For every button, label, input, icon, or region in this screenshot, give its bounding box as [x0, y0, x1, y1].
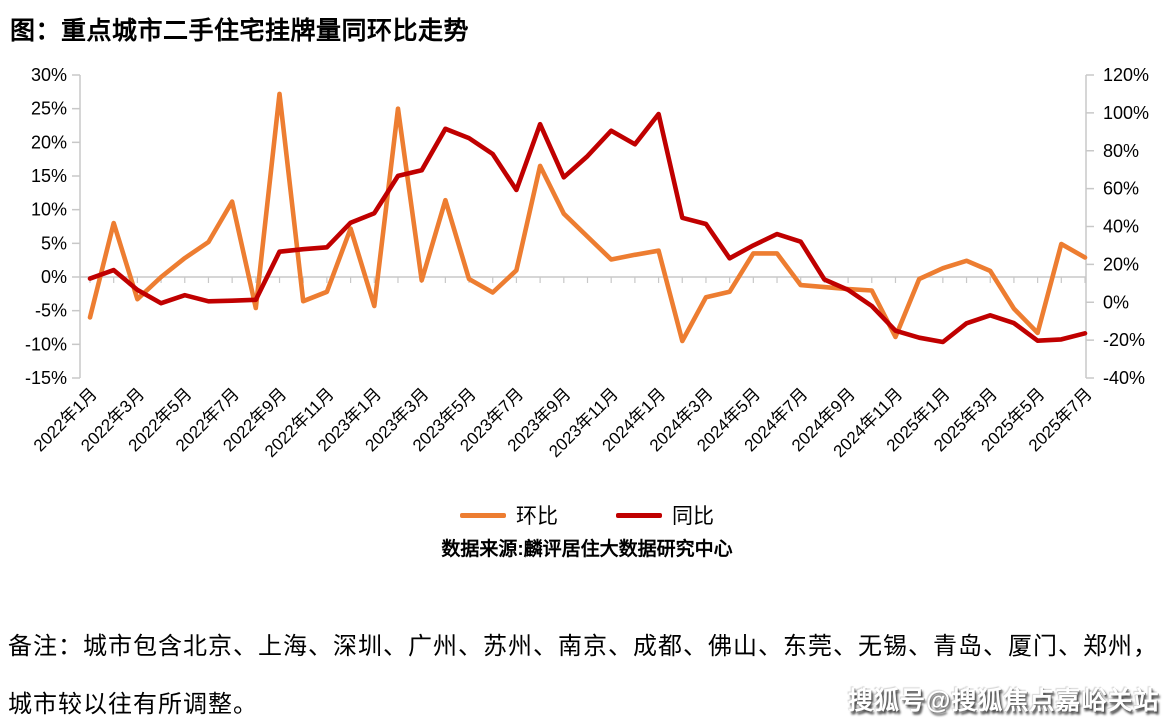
left-axis-tick-label: -15%: [25, 368, 67, 388]
right-axis-tick-label: 120%: [1103, 65, 1149, 85]
left-axis-tick-label: 15%: [31, 166, 67, 186]
left-axis-tick-label: -5%: [35, 301, 67, 321]
right-axis-tick-label: 20%: [1103, 254, 1139, 274]
footnote-line-2: 城市较以往有所调整。: [8, 692, 258, 718]
left-axis-tick-label: 10%: [31, 200, 67, 220]
mom-line-swatch: [460, 512, 506, 518]
right-axis-tick-label: 60%: [1103, 179, 1139, 199]
legend-item-yoy: 同比: [616, 500, 714, 530]
yoy-series-line: [87, 111, 1088, 345]
right-axis-tick-label: 80%: [1103, 141, 1139, 161]
mom-series-line: [87, 91, 1088, 344]
left-axis-tick-label: 5%: [41, 233, 67, 253]
right-axis-tick-label: 100%: [1103, 103, 1149, 123]
yoy-line-swatch: [616, 512, 662, 518]
right-axis-tick-label: 40%: [1103, 217, 1139, 237]
footnote-line-1: 备注：城市包含北京、上海、深圳、广州、苏州、南京、成都、佛山、东莞、无锡、青岛、…: [8, 634, 1158, 660]
sohu-watermark: 搜狐号@搜狐焦点嘉峪关站: [848, 687, 1160, 715]
yoy-legend-label: 同比: [672, 505, 714, 528]
left-axis-tick-label: 30%: [31, 65, 67, 85]
right-axis-tick-label: -40%: [1103, 368, 1145, 388]
left-axis-tick-label: 25%: [31, 99, 67, 119]
right-axis-tick-label: -20%: [1103, 330, 1145, 350]
mom-legend-label: 环比: [516, 505, 558, 528]
data-source-caption: 数据来源:麟评居住大数据研究中心: [441, 539, 733, 560]
trend-line-chart: 30% 25% 20% 15% 10% 5% 0% -5% -10% -15% 120% 100% 80…: [25, 65, 1149, 461]
left-axis-tick-label: -10%: [25, 334, 67, 354]
right-axis-tick-label: 0%: [1103, 292, 1129, 312]
chart-title: 图：重点城市二手住宅挂牌量同环比走势: [10, 17, 470, 45]
legend-item-mom: 环比: [460, 500, 558, 530]
chart-legend: 环比 同比: [0, 500, 1174, 530]
left-axis-tick-label: 20%: [31, 132, 67, 152]
left-axis-tick-label: 0%: [41, 267, 67, 287]
